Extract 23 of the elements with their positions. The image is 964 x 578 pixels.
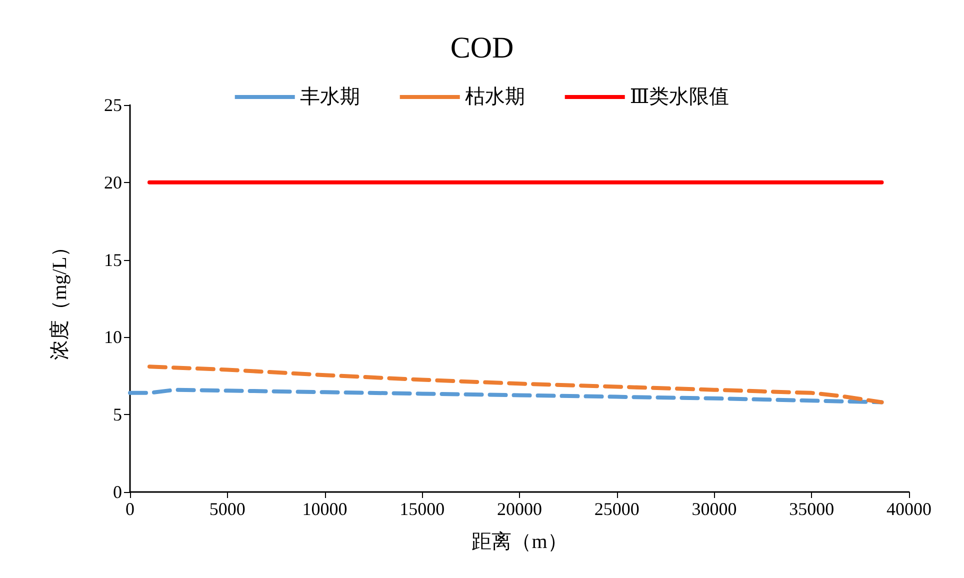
x-axis-title: 距离（m） <box>472 531 568 553</box>
y-tick-label: 25 <box>104 95 122 115</box>
line-series <box>128 388 884 404</box>
x-tick-label: 35000 <box>789 499 834 519</box>
y-tick-label: 20 <box>104 172 122 192</box>
legend-label: Ⅲ类水限值 <box>630 86 730 108</box>
y-axis-title: 浓度（mg/L） <box>49 236 71 360</box>
y-tick-label: 10 <box>104 327 122 348</box>
x-tick-label: 25000 <box>594 499 640 519</box>
line-series <box>147 364 884 404</box>
y-tick-label: 15 <box>104 250 122 270</box>
y-tick-label: 0 <box>113 482 122 502</box>
legend-label: 枯水期 <box>464 86 525 108</box>
x-tick-label: 20000 <box>497 499 542 519</box>
legend-label: 丰水期 <box>300 86 360 108</box>
x-tick-label: 10000 <box>302 499 348 519</box>
x-tick-label: 40000 <box>886 499 932 519</box>
x-tick-label: 5000 <box>209 499 246 519</box>
x-tick-label: 30000 <box>692 499 737 519</box>
y-tick-label: 5 <box>113 404 122 425</box>
x-tick-label: 0 <box>126 499 134 519</box>
x-tick-label: 15000 <box>400 499 445 519</box>
chart-title: COD <box>450 32 514 64</box>
